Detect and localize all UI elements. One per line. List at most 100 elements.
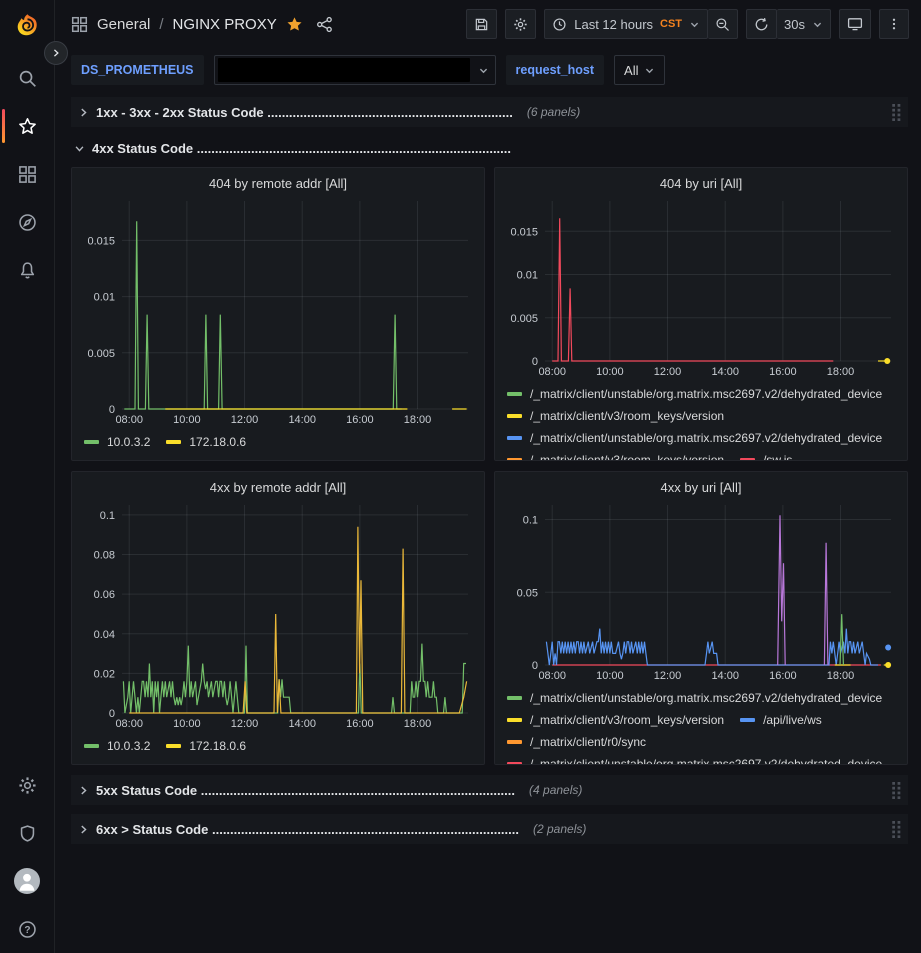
legend-item[interactable]: 172.18.0.6 bbox=[166, 431, 246, 453]
dashboard-settings-button[interactable] bbox=[505, 9, 537, 39]
sidebar-item-alerting[interactable] bbox=[0, 246, 55, 294]
legend-item[interactable]: /_matrix/client/unstable/org.matrix.msc2… bbox=[507, 753, 882, 764]
svg-text:16:00: 16:00 bbox=[346, 718, 374, 730]
legend-item[interactable]: 172.18.0.6 bbox=[166, 735, 246, 757]
sidebar-item-help[interactable]: ? bbox=[0, 905, 55, 953]
page-title: NGINX PROXY bbox=[172, 15, 277, 33]
svg-text:16:00: 16:00 bbox=[346, 414, 374, 426]
panel-title[interactable]: 4xx by remote addr [All] bbox=[209, 480, 347, 495]
share-dashboard-button[interactable] bbox=[316, 16, 333, 33]
save-dashboard-button[interactable] bbox=[466, 9, 498, 39]
time-controls-group: Last 12 hours CST bbox=[544, 9, 739, 39]
legend-item[interactable]: /_matrix/client/r0/sync bbox=[507, 731, 646, 753]
legend-item[interactable]: /sw.js bbox=[740, 449, 792, 460]
row-drag-handle[interactable] bbox=[892, 781, 901, 799]
panel-title[interactable]: 4xx by uri [All] bbox=[660, 480, 742, 495]
svg-text:18:00: 18:00 bbox=[404, 718, 432, 730]
sidebar-item-explore[interactable] bbox=[0, 198, 55, 246]
favorite-star-button[interactable] bbox=[286, 16, 303, 33]
zoom-out-icon bbox=[716, 17, 729, 31]
legend-item[interactable]: /_matrix/client/unstable/org.matrix.msc2… bbox=[507, 383, 882, 405]
svg-text:10:00: 10:00 bbox=[596, 366, 624, 378]
more-options-button[interactable] bbox=[879, 9, 909, 39]
timeseries-chart[interactable]: 08:00 10:00 12:00 14:00 16:00 18:00 0 0.02 0.04 0… bbox=[78, 499, 478, 731]
sidebar-expand-button[interactable] bbox=[44, 41, 68, 65]
svg-text:0: 0 bbox=[532, 356, 538, 368]
row-1xx-3xx-2xx[interactable]: 1xx - 3xx - 2xx Status Code ............… bbox=[71, 97, 908, 127]
timeseries-chart[interactable]: 08:00 10:00 12:00 14:00 16:00 18:00 0 0.05 0.1 bbox=[501, 499, 901, 683]
sidebar-item-profile[interactable] bbox=[0, 857, 55, 905]
legend-label: /_matrix/client/unstable/org.matrix.msc2… bbox=[530, 691, 883, 705]
svg-text:14:00: 14:00 bbox=[288, 414, 316, 426]
legend-item[interactable]: /_matrix/client/unstable/org.matrix.msc2… bbox=[507, 427, 882, 449]
chevron-down-icon bbox=[689, 19, 700, 30]
avatar bbox=[14, 868, 40, 894]
chevron-right-icon bbox=[78, 785, 89, 796]
legend-swatch bbox=[84, 744, 99, 748]
timeseries-chart[interactable]: 08:00 10:00 12:00 14:00 16:00 18:00 0 0.005 0.01… bbox=[501, 195, 901, 379]
svg-text:10:00: 10:00 bbox=[596, 670, 624, 682]
variable-label[interactable]: DS_PROMETHEUS bbox=[71, 55, 204, 85]
sidebar-item-configuration[interactable] bbox=[0, 761, 55, 809]
svg-text:08:00: 08:00 bbox=[538, 670, 566, 682]
chevron-down-icon bbox=[812, 19, 823, 30]
legend-item[interactable]: 10.0.3.2 bbox=[84, 431, 150, 453]
search-icon bbox=[19, 70, 36, 87]
kebab-menu-icon bbox=[892, 18, 896, 30]
svg-text:0.08: 0.08 bbox=[94, 550, 115, 562]
refresh-interval-dropdown[interactable]: 30s bbox=[777, 9, 831, 39]
panel-grid: 404 by remote addr [All] 08:00 10:00 12:00… bbox=[71, 167, 908, 765]
legend-item[interactable]: /_matrix/client/v3/room_keys/version bbox=[507, 405, 724, 427]
legend-item[interactable]: /_matrix/client/v3/room_keys/version bbox=[507, 449, 724, 460]
legend-item[interactable]: /_matrix/client/v3/room_keys/version bbox=[507, 709, 724, 731]
grafana-logo[interactable] bbox=[10, 8, 44, 42]
svg-text:0.01: 0.01 bbox=[94, 292, 115, 304]
legend-swatch bbox=[84, 440, 99, 444]
row-6xx[interactable]: 6xx > Status Code ......................… bbox=[71, 814, 908, 844]
svg-text:12:00: 12:00 bbox=[231, 718, 259, 730]
panel-title[interactable]: 404 by remote addr [All] bbox=[208, 176, 348, 191]
sidebar-item-dashboards[interactable] bbox=[0, 150, 55, 198]
sidebar-item-server-admin[interactable] bbox=[0, 809, 55, 857]
help-icon: ? bbox=[18, 920, 36, 938]
breadcrumb-separator: / bbox=[159, 15, 164, 33]
legend-item[interactable]: 10.0.3.2 bbox=[84, 735, 150, 757]
chevron-down-icon bbox=[74, 143, 85, 154]
sidebar-item-starred[interactable] bbox=[0, 102, 55, 150]
panel-title[interactable]: 404 by uri [All] bbox=[659, 176, 743, 191]
refresh-icon bbox=[755, 17, 768, 30]
row-drag-handle[interactable] bbox=[892, 820, 901, 838]
refresh-button[interactable] bbox=[746, 9, 778, 39]
svg-text:18:00: 18:00 bbox=[827, 366, 855, 378]
variable-request-host-dropdown[interactable]: All bbox=[614, 55, 666, 85]
star-filled-icon bbox=[287, 16, 302, 31]
variable-ds-prometheus-dropdown[interactable] bbox=[213, 55, 496, 85]
svg-text:0.02: 0.02 bbox=[94, 668, 115, 680]
variables-bar: DS_PROMETHEUS request_host All bbox=[55, 48, 921, 90]
time-range-label: Last 12 hours bbox=[574, 16, 654, 32]
top-navigation: General / NGINX PROXY bbox=[55, 0, 921, 48]
chart-legend: /_matrix/client/unstable/org.matrix.msc2… bbox=[501, 379, 901, 460]
zoom-out-time-button[interactable] bbox=[708, 9, 739, 39]
legend-swatch bbox=[740, 718, 756, 722]
legend-label: /_matrix/client/unstable/org.matrix.msc2… bbox=[530, 431, 883, 445]
panel-404-by-uri: 404 by uri [All] 08:00 10:00 12:00 14:00 16:… bbox=[494, 167, 908, 461]
variable-request-host: request_host bbox=[505, 55, 605, 85]
breadcrumb-section[interactable]: General bbox=[97, 15, 151, 33]
variable-label[interactable]: request_host bbox=[505, 55, 605, 85]
timeseries-chart[interactable]: 08:00 10:00 12:00 14:00 16:00 18:00 0 0.005 0.01… bbox=[78, 195, 478, 427]
row-drag-handle[interactable] bbox=[892, 103, 901, 121]
legend-swatch bbox=[507, 696, 522, 700]
sidebar-item-search[interactable] bbox=[0, 54, 55, 102]
legend-item[interactable]: /api/live/ws bbox=[740, 709, 822, 731]
row-4xx[interactable]: 4xx Status Code ........................… bbox=[71, 136, 908, 160]
legend-swatch bbox=[166, 744, 182, 748]
time-range-picker[interactable]: Last 12 hours CST bbox=[544, 9, 709, 39]
svg-text:0.04: 0.04 bbox=[94, 629, 115, 641]
legend-item[interactable]: /_matrix/client/unstable/org.matrix.msc2… bbox=[507, 687, 882, 709]
svg-text:18:00: 18:00 bbox=[404, 414, 432, 426]
cycle-view-mode-button[interactable] bbox=[839, 9, 871, 39]
row-5xx[interactable]: 5xx Status Code ........................… bbox=[71, 775, 908, 805]
svg-text:0.01: 0.01 bbox=[517, 270, 538, 282]
legend-swatch bbox=[740, 458, 756, 460]
